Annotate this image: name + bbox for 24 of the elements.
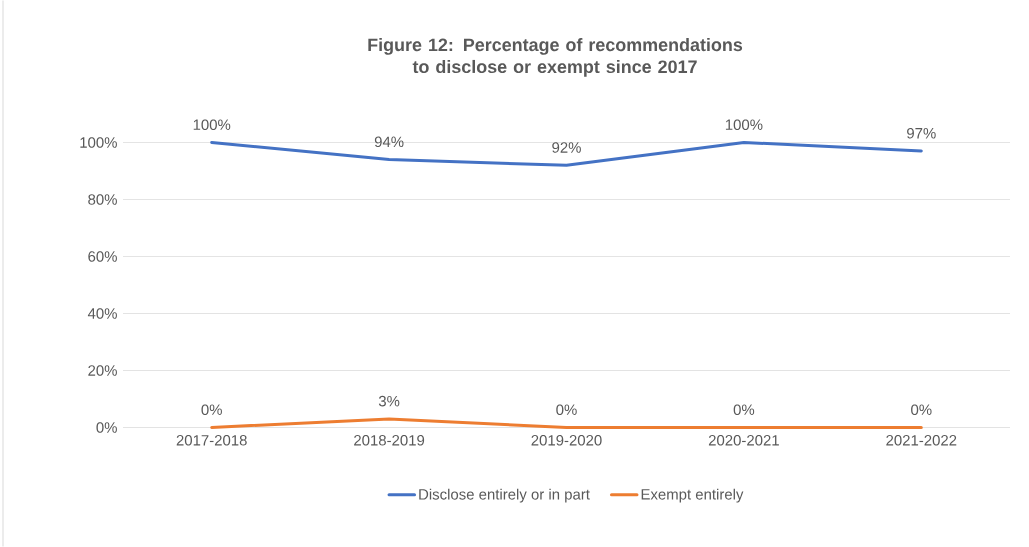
chart-title: Figure 12: Percentage of recommendations to disclose or exempt since 2017: [368, 38, 743, 77]
data-label: 3%: [378, 395, 400, 407]
data-label: 0%: [733, 404, 755, 415]
x-tick-label: 2019-2020: [531, 435, 602, 446]
data-label: 0%: [911, 404, 932, 415]
x-tick-label: 2018-2019: [354, 435, 425, 446]
legend-label: Disclose entirely or in part: [419, 488, 590, 503]
data-label: 0%: [201, 404, 222, 415]
data-label: 94%: [374, 136, 404, 148]
data-label: 100%: [193, 119, 231, 130]
y-tick-label: 100%: [80, 137, 117, 148]
x-tick-label: 2021-2022: [886, 435, 957, 446]
y-tick-label: 60%: [88, 251, 117, 262]
legend-label: Exempt entirely: [641, 488, 744, 503]
data-label: 0%: [556, 404, 577, 415]
y-tick-label: 40%: [87, 308, 117, 319]
data-label: 97%: [907, 127, 936, 139]
y-tick-label: 80%: [88, 194, 117, 205]
data-label: 92%: [552, 142, 581, 153]
y-tick-label: 0%: [96, 422, 117, 433]
x-tick-label: 2017-2018: [176, 435, 247, 446]
x-tick-label: 2020-2021: [708, 435, 779, 446]
data-label: 100%: [725, 119, 763, 130]
y-tick-label: 20%: [88, 365, 117, 376]
